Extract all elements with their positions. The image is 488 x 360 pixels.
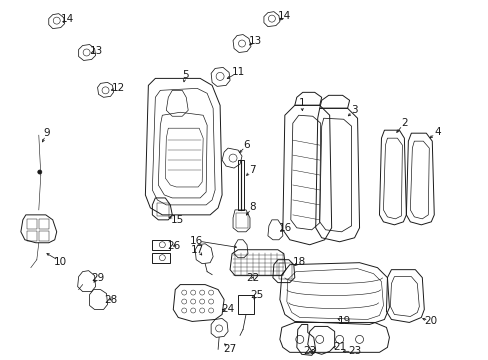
Circle shape <box>38 170 41 174</box>
Bar <box>39 219 49 229</box>
Bar <box>236 213 247 228</box>
Text: 14: 14 <box>61 14 74 24</box>
Text: 16: 16 <box>189 236 203 246</box>
Text: 17: 17 <box>190 245 203 255</box>
Text: 11: 11 <box>231 67 244 77</box>
Bar <box>27 219 37 229</box>
Text: 16: 16 <box>279 223 292 233</box>
Text: 15: 15 <box>170 215 183 225</box>
Text: 8: 8 <box>249 202 256 212</box>
Text: 3: 3 <box>350 105 357 115</box>
Text: 19: 19 <box>337 316 350 327</box>
Text: 1: 1 <box>298 98 305 108</box>
Text: 23: 23 <box>303 346 316 356</box>
Text: 21: 21 <box>332 342 346 352</box>
Bar <box>238 160 244 210</box>
Text: 28: 28 <box>103 294 117 305</box>
Bar <box>278 263 291 279</box>
Bar <box>27 231 37 241</box>
Bar <box>238 294 253 315</box>
Text: 2: 2 <box>400 118 407 128</box>
Bar <box>39 231 49 241</box>
Bar <box>152 253 170 263</box>
Text: 12: 12 <box>112 84 125 93</box>
Text: 29: 29 <box>91 273 104 283</box>
Text: 13: 13 <box>90 45 103 55</box>
Text: 9: 9 <box>43 128 50 138</box>
Text: 24: 24 <box>221 305 234 315</box>
Text: 4: 4 <box>433 127 440 137</box>
Bar <box>157 203 169 216</box>
Text: 14: 14 <box>278 11 291 21</box>
Text: 23: 23 <box>347 346 361 356</box>
Text: 20: 20 <box>424 316 437 327</box>
Text: 25: 25 <box>250 289 263 300</box>
Text: 6: 6 <box>243 140 250 150</box>
Text: 18: 18 <box>293 257 306 267</box>
Text: 10: 10 <box>54 257 67 267</box>
Text: 13: 13 <box>248 36 261 46</box>
Text: 26: 26 <box>167 241 181 251</box>
Text: 7: 7 <box>248 165 255 175</box>
Text: 27: 27 <box>223 345 236 354</box>
Text: 5: 5 <box>182 71 188 80</box>
Bar <box>152 240 170 250</box>
Text: 22: 22 <box>246 273 259 283</box>
